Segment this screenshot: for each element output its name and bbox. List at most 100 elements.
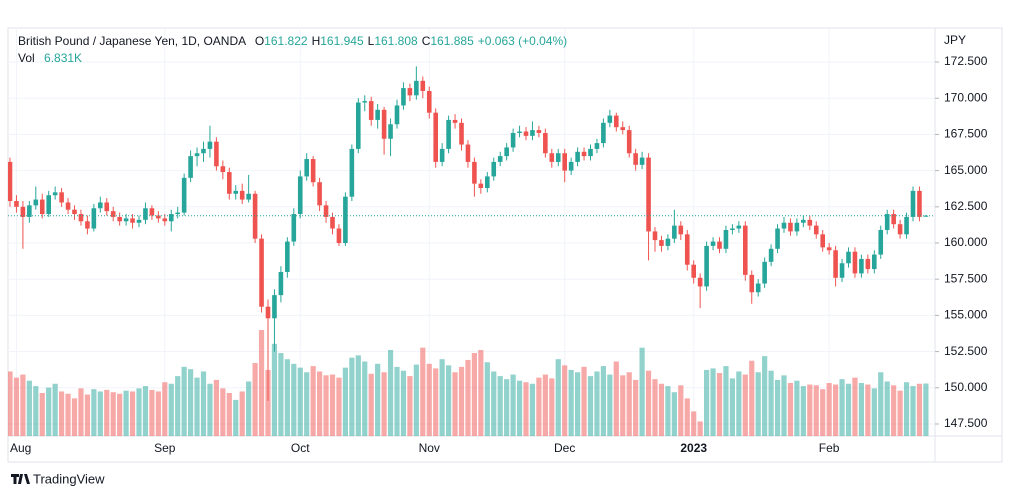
volume-bar [97,391,103,436]
candle-body [568,161,574,171]
candle-body [665,238,671,246]
x-tick-label: Aug [10,441,31,455]
volume-bar [362,361,368,436]
volume-bar [194,377,200,436]
volume-bar [200,371,207,436]
candle-body [646,157,651,232]
volume-bar [633,379,639,436]
y-tick-label: 167.500 [944,127,988,141]
candle-body [588,148,593,157]
candle-body [659,240,664,246]
y-tick-label: 155.000 [944,308,988,322]
volume-bar [91,389,97,436]
volume-bar [845,383,852,436]
volume-bar [878,372,884,436]
candle-body [697,277,703,287]
volume-bar [33,386,39,436]
volume-bar [704,369,710,436]
volume-bar [220,388,226,436]
candle-body [736,225,742,229]
candle-body [530,130,535,136]
candle-body [381,109,387,139]
volume-bar [800,386,806,436]
volume-bar [155,391,161,436]
x-tick-label: Feb [819,441,840,455]
volume-bar [671,392,677,436]
y-tick-label: 157.500 [944,271,988,285]
candle-body [259,238,264,307]
volume-bar [626,372,632,436]
candle-body [272,295,277,319]
candle-body [304,159,309,177]
candle-body [472,161,477,184]
x-tick-label: 2023 [680,441,707,455]
volume-bar [368,373,374,436]
candle-body [439,148,445,162]
volume-bar [529,383,536,436]
volume-bar [658,383,665,436]
volume-bar [852,377,858,436]
y-tick-label: 152.500 [944,344,988,358]
brand: TradingView [11,471,105,486]
volume-bar [439,359,445,436]
candle-body [420,80,426,91]
volume-legend: Vol 6.831K [18,51,82,65]
candle-body [491,161,497,177]
candle-body [201,148,206,154]
volume-bar [394,366,400,436]
volume-bar [387,349,394,436]
volume-bar [20,374,26,436]
volume-bar [665,386,671,436]
volume-bar [903,382,910,436]
legend: British Pound / Japanese Yen, 1D, OANDA … [18,34,567,48]
candle-body [278,271,284,296]
volume-bar [52,383,58,436]
volume-bar [813,385,819,436]
volume-bar [246,381,252,436]
candle-body [723,229,729,249]
y-tick-label: 170.000 [944,90,988,104]
volume-bar [71,398,78,436]
legend-value: 161.822 [264,34,308,48]
volume-bar [613,361,619,436]
candle-body [123,218,129,222]
volume-bar [207,383,213,436]
volume-bar [581,366,587,436]
volume-bar [620,375,626,436]
volume-label: Vol [18,51,35,65]
candle-body [433,112,438,162]
volume-bar [349,357,355,436]
candle-body [478,183,484,188]
candle-body [788,222,793,232]
candle-body [878,229,884,255]
candle-body [536,130,542,133]
volume-bar [549,378,555,436]
volume-bar [723,366,729,436]
volume-bar [65,393,71,436]
volume-bar [175,376,181,436]
candle-body [20,206,26,217]
volume-bar [329,374,336,436]
candle-body [652,231,658,241]
y-tick-label: 147.500 [944,416,988,430]
candle-body [820,234,825,248]
x-tick-label: Dec [554,441,575,455]
candle-body [891,214,896,225]
candle-body [297,176,303,215]
candle-body [426,90,432,113]
candle-body [362,101,368,103]
candle-body [904,216,909,235]
volume-bar [736,371,742,436]
volume-bar [762,356,768,436]
candle-body [710,241,716,246]
volume-bar [26,380,32,436]
candle-body [917,190,922,217]
volume-bar [342,367,348,436]
volume-bar [865,384,871,436]
volume-bar [478,349,484,436]
candle-body [39,199,45,215]
candle-body [407,88,413,96]
volume-bar [697,421,703,436]
candle-body [52,192,58,196]
